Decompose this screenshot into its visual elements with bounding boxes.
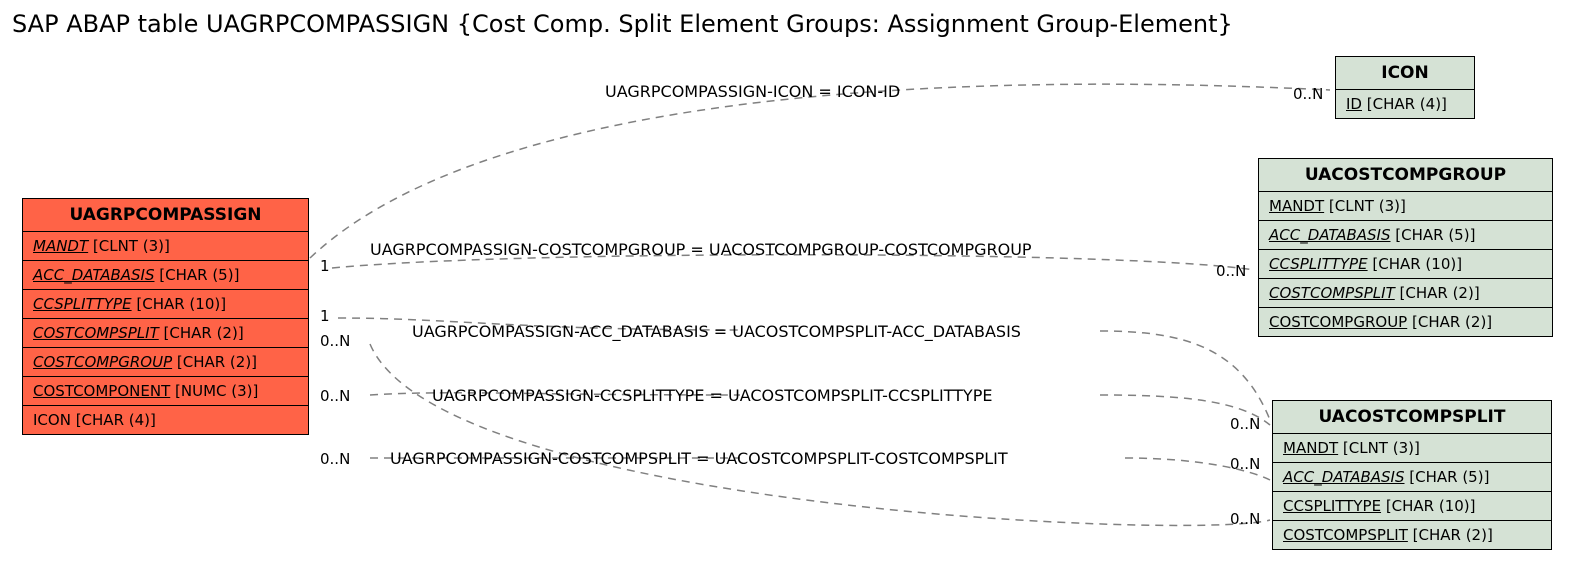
cardinality: 1: [320, 307, 330, 325]
cardinality: 1: [320, 257, 330, 275]
entity-field: COSTCOMPGROUP [CHAR (2)]: [1259, 308, 1552, 336]
cardinality: 0..N: [1293, 85, 1323, 103]
field-name: COSTCOMPONENT: [33, 382, 170, 400]
cardinality: 0..N: [1230, 455, 1260, 473]
entity-header: ICON: [1336, 57, 1474, 90]
relation-label: UAGRPCOMPASSIGN-COSTCOMPSPLIT = UACOSTCO…: [390, 449, 1008, 468]
field-name: ICON: [33, 411, 71, 429]
field-name: COSTCOMPGROUP: [1269, 313, 1407, 331]
entity-field: COSTCOMPGROUP [CHAR (2)]: [23, 348, 308, 377]
page-title: SAP ABAP table UAGRPCOMPASSIGN {Cost Com…: [12, 10, 1233, 38]
entity-field: COSTCOMPSPLIT [CHAR (2)]: [1273, 521, 1551, 549]
entity-uacostcompsplit: UACOSTCOMPSPLIT MANDT [CLNT (3)]ACC_DATA…: [1272, 400, 1552, 550]
field-type: [CHAR (10)]: [1381, 497, 1475, 515]
cardinality: 0..N: [320, 387, 350, 405]
field-type: [CHAR (10)]: [132, 295, 226, 313]
entity-header: UACOSTCOMPGROUP: [1259, 159, 1552, 192]
entity-field: MANDT [CLNT (3)]: [1259, 192, 1552, 221]
cardinality: 0..N: [1230, 415, 1260, 433]
field-name: MANDT: [1269, 197, 1324, 215]
field-type: [CHAR (2)]: [159, 324, 244, 342]
entity-icon: ICON ID [CHAR (4)]: [1335, 56, 1475, 119]
relation-label: UAGRPCOMPASSIGN-CCSPLITTYPE = UACOSTCOMP…: [432, 386, 992, 405]
field-name: CCSPLITTYPE: [33, 295, 132, 313]
field-type: [CLNT (3)]: [1324, 197, 1406, 215]
entity-field: ACC_DATABASIS [CHAR (5)]: [1259, 221, 1552, 250]
field-name: COSTCOMPSPLIT: [1269, 284, 1395, 302]
relation-label: UAGRPCOMPASSIGN-ICON = ICON-ID: [605, 82, 900, 101]
field-name: CCSPLITTYPE: [1283, 497, 1381, 515]
field-name: MANDT: [33, 237, 88, 255]
field-type: [NUMC (3)]: [170, 382, 258, 400]
entity-field: COSTCOMPSPLIT [CHAR (2)]: [23, 319, 308, 348]
field-type: [CHAR (4)]: [1362, 95, 1447, 113]
field-name: COSTCOMPSPLIT: [33, 324, 159, 342]
field-name: ID: [1346, 95, 1362, 113]
entity-uagrpcompassign: UAGRPCOMPASSIGN MANDT [CLNT (3)]ACC_DATA…: [22, 198, 309, 435]
cardinality: 0..N: [1230, 510, 1260, 528]
cardinality: 0..N: [1216, 262, 1246, 280]
field-name: ACC_DATABASIS: [33, 266, 155, 284]
field-type: [CHAR (5)]: [1405, 468, 1490, 486]
field-name: COSTCOMPSPLIT: [1283, 526, 1408, 544]
field-name: ACC_DATABASIS: [1269, 226, 1391, 244]
entity-field: COSTCOMPSPLIT [CHAR (2)]: [1259, 279, 1552, 308]
field-type: [CHAR (2)]: [1408, 526, 1493, 544]
field-type: [CHAR (2)]: [172, 353, 257, 371]
entity-uacostcompgroup: UACOSTCOMPGROUP MANDT [CLNT (3)]ACC_DATA…: [1258, 158, 1553, 337]
entity-field: MANDT [CLNT (3)]: [1273, 434, 1551, 463]
entity-field: CCSPLITTYPE [CHAR (10)]: [1259, 250, 1552, 279]
entity-field: CCSPLITTYPE [CHAR (10)]: [1273, 492, 1551, 521]
entity-field: ICON [CHAR (4)]: [23, 406, 308, 434]
entity-field: CCSPLITTYPE [CHAR (10)]: [23, 290, 308, 319]
field-type: [CHAR (4)]: [71, 411, 156, 429]
field-type: [CHAR (10)]: [1368, 255, 1462, 273]
entity-field: ACC_DATABASIS [CHAR (5)]: [23, 261, 308, 290]
entity-field: MANDT [CLNT (3)]: [23, 232, 308, 261]
entity-field: ID [CHAR (4)]: [1336, 90, 1474, 118]
cardinality: 0..N: [320, 450, 350, 468]
cardinality: 0..N: [320, 332, 350, 350]
relation-label: UAGRPCOMPASSIGN-ACC_DATABASIS = UACOSTCO…: [412, 322, 1021, 341]
entity-header: UACOSTCOMPSPLIT: [1273, 401, 1551, 434]
field-type: [CLNT (3)]: [1338, 439, 1420, 457]
field-name: MANDT: [1283, 439, 1338, 457]
field-type: [CHAR (5)]: [155, 266, 240, 284]
entity-field: ACC_DATABASIS [CHAR (5)]: [1273, 463, 1551, 492]
field-type: [CLNT (3)]: [88, 237, 170, 255]
field-name: CCSPLITTYPE: [1269, 255, 1368, 273]
field-name: ACC_DATABASIS: [1283, 468, 1405, 486]
field-type: [CHAR (2)]: [1407, 313, 1492, 331]
entity-header: UAGRPCOMPASSIGN: [23, 199, 308, 232]
field-name: COSTCOMPGROUP: [33, 353, 172, 371]
relation-label: UAGRPCOMPASSIGN-COSTCOMPGROUP = UACOSTCO…: [370, 240, 1032, 259]
entity-field: COSTCOMPONENT [NUMC (3)]: [23, 377, 308, 406]
field-type: [CHAR (5)]: [1391, 226, 1476, 244]
field-type: [CHAR (2)]: [1395, 284, 1480, 302]
